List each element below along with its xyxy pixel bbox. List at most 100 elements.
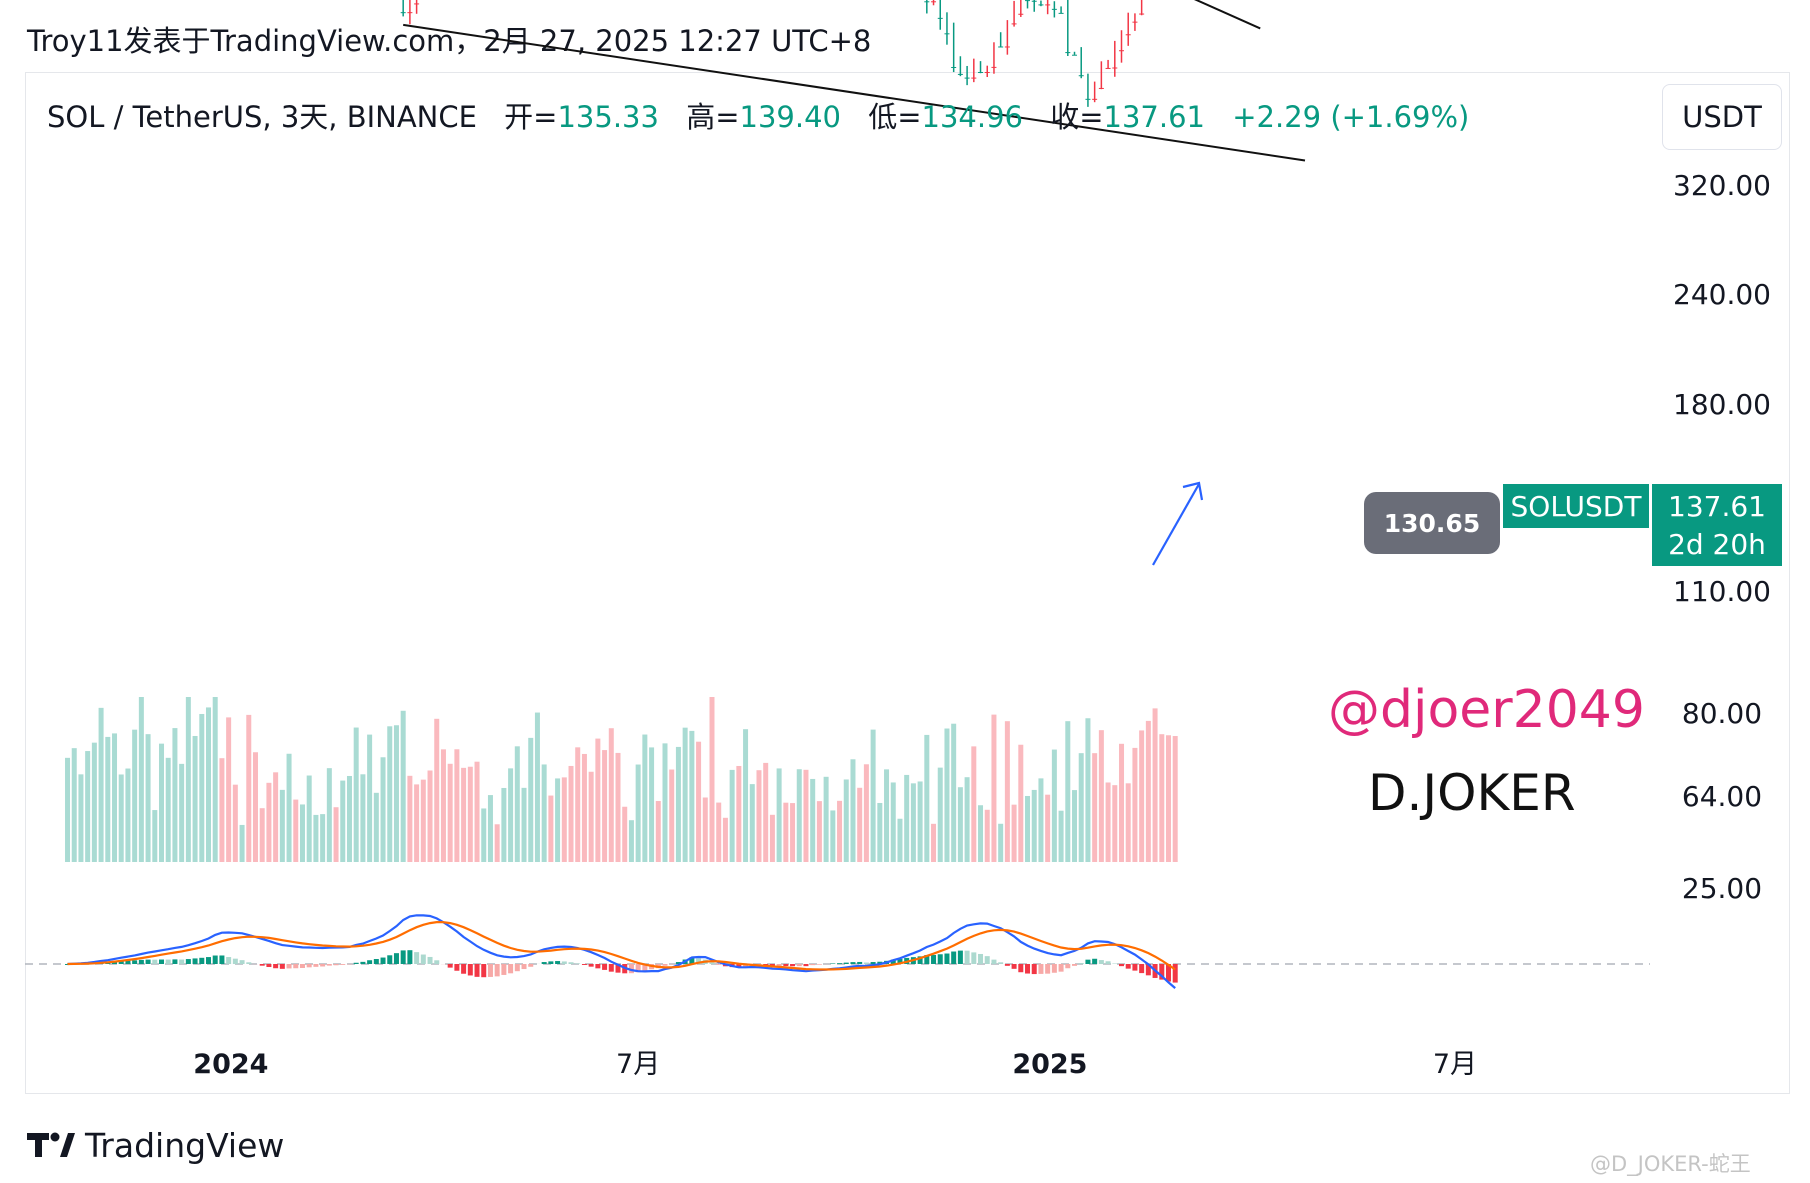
drawing-lines [403, 0, 1306, 566]
candle-body [971, 77, 977, 79]
macd-histogram-bar [199, 957, 205, 964]
volume-bar [487, 795, 493, 862]
volume-bar [474, 761, 480, 862]
volume-bar [702, 797, 708, 862]
volume-bar [816, 801, 822, 862]
macd-histogram-bar [931, 954, 937, 964]
volume-bar [380, 757, 386, 862]
volume-bar [508, 768, 514, 862]
volume-bar [494, 824, 500, 862]
macd-histogram-bar [561, 961, 567, 964]
volume-bar [501, 787, 507, 862]
macd-histogram-bar [1078, 962, 1084, 964]
price-axis-label: 80.00 [1682, 697, 1762, 730]
volume-bar [803, 769, 809, 862]
macd-histogram-bar [226, 957, 232, 964]
chart-panel[interactable] [25, 72, 1790, 1094]
volume-bar [78, 774, 84, 862]
candle-body [1125, 34, 1131, 36]
volume-bar [165, 757, 171, 862]
macd-histogram-bar [662, 964, 668, 966]
legend-close-label: 收= [1050, 100, 1104, 134]
macd-histogram-bar [333, 964, 339, 966]
volume-bar [904, 774, 910, 862]
volume-bar [353, 727, 359, 862]
volume-bar [266, 782, 272, 862]
volume-bar [957, 787, 963, 862]
candle-body [1119, 50, 1125, 52]
volume-bar [125, 768, 131, 862]
volume-bar [635, 764, 641, 862]
legend-symbol: SOL / TetherUS, 3天, BINANCE [47, 100, 477, 134]
candle-body [1058, 12, 1064, 14]
macd-histogram-bar [917, 956, 923, 964]
legend-open-label: 开= [504, 100, 558, 134]
volume-bar [991, 714, 997, 862]
volume-bar [152, 810, 158, 862]
volume-bar [1018, 744, 1024, 862]
level-label: 130.65 [1364, 492, 1500, 554]
macd-histogram-bar [736, 964, 742, 968]
macd-histogram-bar [286, 964, 292, 969]
volume-bar [1051, 749, 1057, 862]
macd-histogram-bar [1145, 964, 1151, 976]
volume-bar [1132, 747, 1138, 862]
macd-histogram-bar [696, 958, 702, 964]
volume-bar [1065, 721, 1071, 862]
volume-bar [1105, 782, 1111, 862]
candle-body [1038, 4, 1044, 6]
volume-bar [105, 736, 111, 862]
macd-histogram-bar [467, 964, 473, 976]
projection-arrow-head [1182, 481, 1204, 501]
volume-bar [1058, 810, 1064, 862]
macd-histogram-bar [776, 964, 782, 966]
macd-histogram-bar [863, 962, 869, 964]
candlestick-series [400, 0, 1145, 107]
macd-histogram-bar [769, 964, 775, 967]
volume-bar [286, 753, 292, 862]
volume-bar [776, 768, 782, 862]
candle-body [1092, 98, 1098, 100]
volume-bar [850, 759, 856, 862]
volume-bar [843, 779, 849, 862]
macd-histogram-bar [387, 955, 393, 964]
macd-histogram-bar [1025, 964, 1031, 974]
signal-line [67, 920, 1176, 971]
volume-bar [367, 734, 373, 862]
macd-histogram-bar [461, 964, 467, 974]
candle-body [1085, 98, 1091, 100]
macd-histogram-bar [1172, 964, 1178, 983]
volume-bar [998, 823, 1004, 862]
tradingview-logo[interactable]: TradingView [27, 1125, 284, 1165]
macd-histogram-bar [192, 958, 198, 964]
volume-bar [568, 765, 574, 862]
macd-histogram-bar [595, 964, 601, 969]
macd-histogram-bar [541, 962, 547, 964]
volume-bar [1004, 721, 1010, 862]
macd-histogram-bar [1072, 964, 1078, 966]
volume-bar [273, 772, 279, 862]
macd-histogram-bar [185, 959, 191, 964]
volume-bar [857, 787, 863, 862]
currency-unit-button[interactable]: USDT [1662, 84, 1782, 150]
author-handle: @djoer2049 [1328, 680, 1645, 740]
volume-bar [259, 808, 265, 862]
volume-bar [159, 743, 165, 862]
macd-histogram-bar [118, 960, 124, 964]
macd-histogram-bar [816, 964, 822, 965]
volume-bar [65, 757, 71, 862]
macd-histogram-bar [877, 961, 883, 964]
candle-body [931, 1, 937, 3]
macd-histogram-bar [783, 964, 789, 966]
volume-bar [729, 769, 735, 862]
volume-bar [736, 765, 742, 862]
volume-bar [85, 751, 91, 862]
macd-histogram-bar [138, 959, 144, 964]
volume-bar [373, 792, 379, 862]
volume-bar [1038, 778, 1044, 862]
volume-bar [246, 714, 252, 862]
volume-bar [622, 806, 628, 862]
volume-bar [481, 808, 487, 862]
macd-histogram-bar [957, 950, 963, 964]
